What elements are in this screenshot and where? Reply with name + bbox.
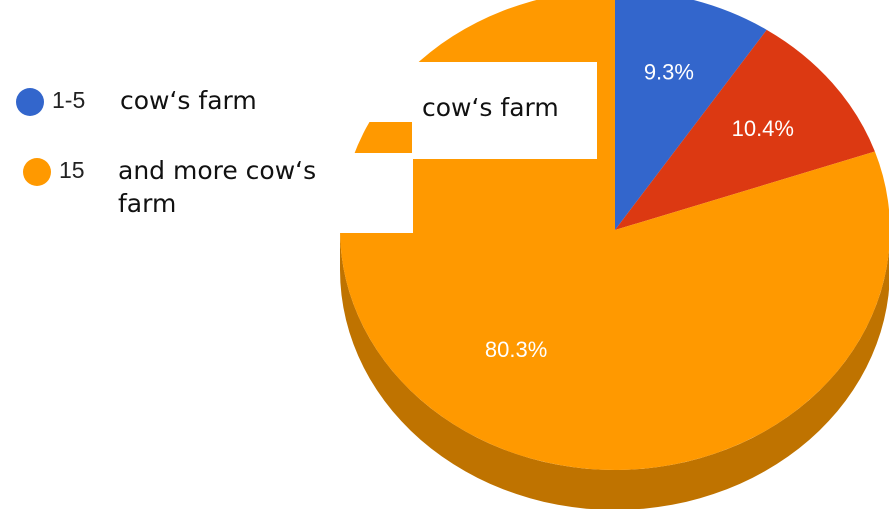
slice-label-1-5: 9.3% (644, 60, 694, 85)
slice-label-15: 80.3% (485, 337, 547, 362)
slice-label-group: 9.3% 10.4% 80.3% (485, 60, 794, 363)
legend-text-15-line2: farm (118, 189, 177, 218)
legend-label-1-5: 1-5 (52, 87, 85, 113)
legend-marker-1-5 (16, 88, 44, 116)
legend-text-overlay-1: cow‘s farm (112, 64, 412, 122)
legend-text-6-14: cow‘s farm (422, 93, 559, 122)
legend-label-15: 15 (59, 157, 85, 183)
pie-slice-6-14 (615, 29, 875, 230)
pie-slice-1-5 (615, 0, 767, 230)
legend-text-overlay-3: and more cow‘s farm (112, 153, 413, 233)
legend-text-overlay-2: cow‘s farm (412, 62, 597, 159)
slice-label-6-14: 10.4% (732, 116, 794, 141)
legend-text-15-line1: and more cow‘s (118, 156, 317, 185)
legend-marker-15 (23, 158, 51, 186)
pie-side-15 (340, 230, 889, 509)
legend-text-1-5: cow‘s farm (120, 86, 257, 115)
